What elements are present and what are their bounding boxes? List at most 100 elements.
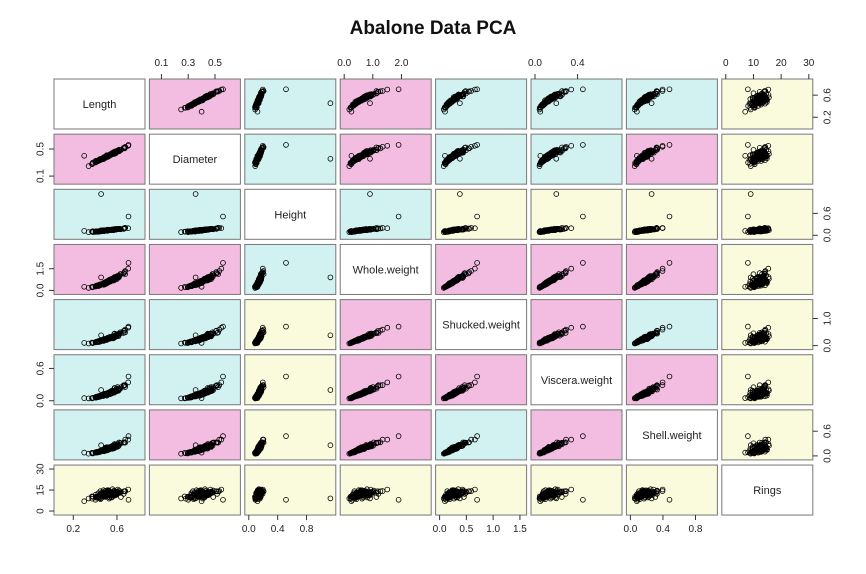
data-point — [636, 100, 642, 107]
data-point — [106, 152, 113, 158]
variable-label: Length — [83, 99, 117, 111]
data-point — [666, 142, 673, 148]
data-point — [366, 93, 372, 99]
panel-Shucked.weight-vs-Diameter — [148, 299, 241, 351]
data-point — [456, 149, 462, 156]
panel-frame — [148, 133, 241, 185]
data-point — [395, 142, 402, 148]
data-point — [541, 156, 547, 162]
data-point — [348, 153, 355, 159]
data-point — [747, 156, 754, 162]
data-point — [554, 92, 561, 98]
data-point — [89, 161, 95, 167]
data-point — [642, 152, 648, 158]
panel-Shucked.weight-vs-Viscera.weight — [530, 299, 623, 351]
data-point — [215, 88, 221, 94]
data-point — [465, 88, 472, 95]
data-point — [442, 153, 448, 159]
data-point — [548, 152, 555, 158]
variable-label: Shucked.weight — [442, 320, 520, 332]
data-point — [553, 100, 560, 106]
panel-Whole.weight-vs-Height — [244, 243, 337, 295]
variable-label: Whole.weight — [353, 264, 419, 276]
data-point — [348, 108, 355, 115]
data-point — [459, 148, 466, 155]
data-point — [472, 86, 478, 93]
data-point — [367, 148, 374, 155]
data-point — [742, 108, 748, 115]
panel-Height-vs-Rings — [721, 188, 814, 240]
data-point — [648, 156, 655, 162]
panel-Shucked.weight-vs-Shell.weight — [625, 299, 718, 351]
data-point — [755, 155, 762, 161]
data-point — [654, 91, 660, 97]
data-point — [105, 153, 112, 160]
data-point — [459, 92, 466, 98]
data-point — [580, 86, 586, 93]
data-point — [568, 86, 574, 93]
data-point — [448, 98, 455, 104]
data-point — [757, 93, 764, 99]
data-point — [659, 86, 666, 93]
data-point — [375, 145, 382, 151]
panel-Shucked.weight-vs-Length — [53, 299, 146, 351]
panel-Whole.weight-vs-Shucked.weight — [435, 243, 528, 295]
data-point — [650, 92, 657, 98]
data-point — [544, 155, 551, 161]
variable-label: Height — [274, 209, 306, 221]
data-point — [457, 156, 463, 162]
data-point — [745, 142, 751, 148]
panel-Whole.weight-vs-Length — [53, 243, 146, 295]
data-point — [653, 88, 660, 94]
panel-Diameter-vs-Whole.weight — [339, 133, 432, 185]
data-point — [448, 155, 455, 161]
data-point — [568, 143, 574, 149]
panel-Height-vs-Diameter — [148, 188, 241, 240]
panel-Diameter-vs-Diameter: Diameter — [148, 133, 241, 185]
panel-Length-vs-Diameter — [148, 78, 241, 130]
data-point — [755, 98, 762, 104]
data-point — [384, 86, 391, 93]
data-point — [462, 144, 469, 151]
data-point — [765, 92, 772, 98]
panel-frame — [530, 78, 623, 130]
data-point — [446, 154, 453, 161]
panel-Length-vs-Shucked.weight — [435, 78, 528, 130]
panel-Shucked.weight-vs-Height — [244, 299, 337, 351]
data-point — [98, 156, 104, 162]
data-point — [763, 153, 770, 160]
data-point — [453, 96, 459, 102]
chart-title: Abalone Data PCA — [350, 18, 517, 39]
data-point — [444, 100, 451, 107]
data-point — [542, 154, 548, 161]
panels-group: Length Diameter Height Whole.weight Shucked.… — [53, 78, 814, 516]
data-point — [544, 98, 551, 104]
data-point — [367, 100, 373, 106]
data-point — [81, 153, 87, 159]
data-point — [360, 96, 366, 102]
panel-Diameter-vs-Length — [53, 133, 146, 185]
data-point — [283, 142, 289, 148]
data-point — [182, 104, 189, 111]
panel-Height-vs-Viscera.weight — [530, 188, 623, 240]
data-point — [757, 149, 764, 156]
data-point — [474, 142, 480, 148]
data-point — [760, 91, 767, 98]
data-point — [580, 142, 586, 148]
data-point — [761, 153, 768, 160]
data-point — [632, 161, 639, 167]
data-point — [360, 152, 366, 158]
data-point — [465, 145, 472, 152]
data-point — [765, 148, 772, 155]
data-point — [367, 92, 374, 98]
data-point — [637, 98, 644, 104]
data-point — [327, 156, 334, 162]
panel-Height-vs-Whole.weight — [339, 188, 432, 240]
data-point — [384, 143, 391, 149]
data-point — [653, 144, 660, 151]
data-point — [742, 153, 748, 159]
data-point — [367, 156, 373, 162]
data-point — [125, 142, 132, 148]
data-point — [112, 149, 118, 156]
